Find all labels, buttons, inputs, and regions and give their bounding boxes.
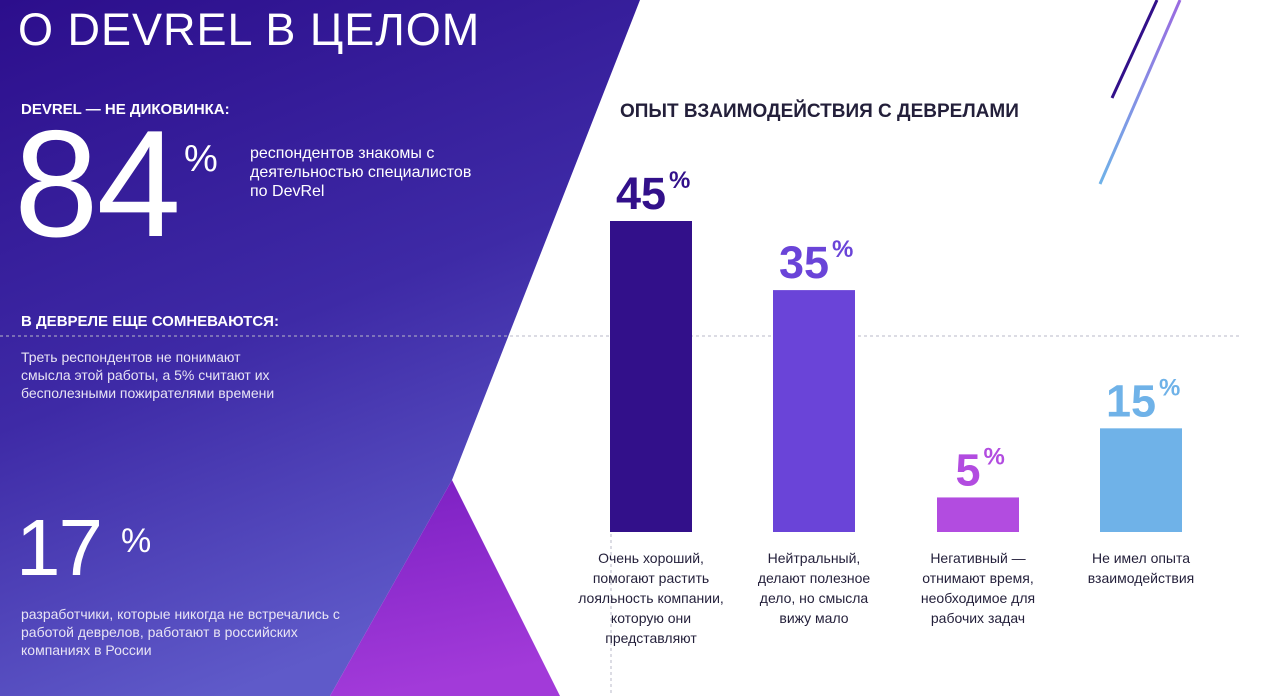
left-panel [0, 0, 640, 696]
stat2-label: В ДЕВРЕЛЕ ЕЩЕ СОМНЕВАЮТСЯ: [21, 313, 279, 330]
category-label-1-line-2: помогают растить [593, 570, 709, 586]
category-label-1-line-4: которую они [611, 610, 691, 626]
bar-value-label-2: 35 [779, 237, 829, 288]
category-label-3-line-2: отнимают время, [922, 570, 1033, 586]
bar-unit-label-4: % [1159, 374, 1180, 401]
page-title: О DEVREL В ЦЕЛОМ [18, 4, 481, 55]
category-label-2-line-4: вижу мало [779, 610, 848, 626]
category-label-2-line-3: дело, но смысла [760, 590, 869, 606]
category-label-1-line-5: представляют [605, 630, 697, 646]
stat2-description: Треть респондентов не понимают смысла эт… [21, 349, 275, 401]
stat3-description: разработчики, которые никогда не встреча… [21, 606, 340, 658]
category-label-1-line-3: лояльность компании, [578, 590, 724, 606]
stat1-value: 84 [14, 99, 181, 269]
bar-3 [937, 497, 1019, 532]
chart-title: ОПЫТ ВЗАИМОДЕЙСТВИЯ С ДЕВРЕЛАМИ [620, 101, 1019, 122]
bar-1 [610, 221, 692, 532]
stat3-value: 17 [16, 503, 103, 592]
purple-triangle [330, 480, 560, 696]
category-label-4-line-1: Не имел опыта [1092, 550, 1190, 566]
decor-line-dark [1110, 0, 1159, 99]
bar-value-label-1: 45 [616, 168, 666, 219]
category-label-2-line-1: Нейтральный, [768, 550, 861, 566]
category-label-2-line-2: делают полезное [758, 570, 871, 586]
bar-2 [773, 290, 855, 532]
bar-unit-label-3: % [984, 443, 1005, 470]
bar-value-label-3: 5 [956, 444, 981, 495]
category-label-3-line-1: Негативный — [930, 550, 1025, 566]
stat1-label: DEVREL — НЕ ДИКОВИНКА: [21, 101, 230, 118]
bar-unit-label-1: % [669, 167, 690, 194]
category-label-4-line-2: взаимодействия [1088, 570, 1194, 586]
decor-line-light [1098, 0, 1182, 185]
stat1-unit: % [184, 138, 218, 180]
stat1-description: респондентов знакомы с деятельностью спе… [250, 145, 472, 200]
stat3-unit: % [121, 522, 152, 560]
bar-4 [1100, 428, 1182, 532]
bar-value-label-4: 15 [1106, 375, 1156, 426]
category-label-3-line-4: рабочих задач [931, 610, 1025, 626]
category-label-1-line-1: Очень хороший, [598, 550, 704, 566]
category-label-3-line-3: необходимое для [921, 590, 1035, 606]
bar-unit-label-2: % [832, 236, 853, 263]
